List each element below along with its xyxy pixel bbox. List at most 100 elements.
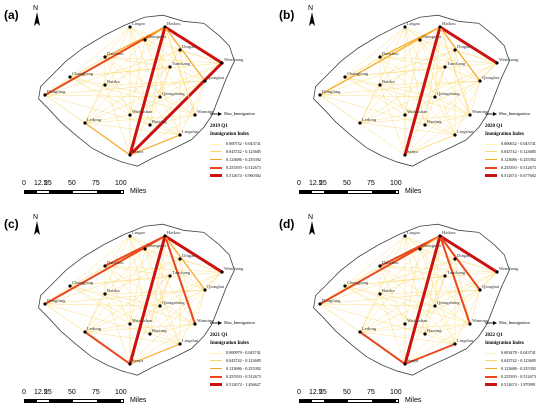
city-marker bbox=[68, 284, 72, 288]
city-label: Ledong bbox=[362, 117, 377, 122]
city-marker bbox=[443, 274, 447, 278]
city-label: Lingshui bbox=[457, 338, 474, 343]
svg-text:N: N bbox=[33, 5, 38, 12]
legend-item: 0.255393 - 0.512673 bbox=[210, 373, 282, 381]
city-label: Ledong bbox=[87, 326, 102, 331]
flow-line-minor bbox=[84, 323, 131, 333]
north-arrow-icon: N bbox=[305, 2, 319, 30]
flow-line-minor bbox=[444, 66, 481, 82]
flow-line-major bbox=[129, 134, 181, 156]
flow-line-minor bbox=[194, 289, 206, 325]
legend-item: 0.123686 - 0.255392 bbox=[210, 156, 282, 164]
flow-line-minor bbox=[69, 26, 131, 78]
flow-line-minor bbox=[404, 305, 436, 325]
flow-line-minor bbox=[424, 271, 498, 335]
flow-line-minor bbox=[84, 114, 131, 124]
city-label: Qiongzhong bbox=[162, 91, 185, 96]
city-marker bbox=[103, 292, 107, 296]
city-label: Danzhou bbox=[107, 260, 124, 265]
city-marker bbox=[495, 61, 499, 65]
flow-line-minor bbox=[379, 80, 481, 86]
flow-line-minor bbox=[149, 114, 196, 126]
flow-line-major bbox=[164, 26, 196, 116]
flow-line-minor bbox=[469, 80, 481, 116]
flow-line-minor bbox=[379, 289, 481, 295]
city-label: Qiongzhong bbox=[437, 300, 460, 305]
legend-item: 0.123686 - 0.255392 bbox=[210, 365, 282, 373]
legend-range: 0.043742 - 0.123685 bbox=[226, 148, 261, 154]
flow-line-minor bbox=[344, 76, 471, 116]
city-label: Wuzhishan bbox=[132, 318, 153, 323]
flow-line-major bbox=[439, 26, 481, 82]
city-marker bbox=[443, 65, 447, 69]
city-label: Dingan bbox=[182, 44, 196, 49]
legend-range: 0.255393 - 0.512673 bbox=[501, 164, 536, 170]
flow-map: Haikou Dingan Wenchang Qionghai Tunchang Chen… bbox=[313, 223, 519, 376]
flow-line-minor bbox=[344, 235, 406, 287]
city-marker bbox=[343, 75, 347, 79]
city-marker bbox=[378, 83, 382, 87]
legend-item: 0.043742 - 0.123685 bbox=[485, 357, 550, 365]
flow-line-minor bbox=[424, 124, 456, 136]
flow-line-minor bbox=[84, 235, 166, 333]
legend-item: 0.043742 - 0.123685 bbox=[210, 148, 282, 156]
flow-line-major bbox=[403, 26, 442, 156]
flow-line-minor bbox=[104, 56, 131, 116]
flow-line-minor bbox=[169, 49, 181, 68]
legend-item: 0.000732 - 0.043741 bbox=[210, 140, 282, 148]
flow-line-major bbox=[84, 122, 131, 156]
arrow-icon bbox=[485, 321, 497, 325]
flow-line-minor bbox=[434, 62, 498, 98]
flow-line-minor bbox=[379, 49, 456, 86]
city-label: Wuzhishan bbox=[132, 109, 153, 114]
flow-line-minor bbox=[359, 235, 441, 333]
legend-range: 0.123686 - 0.255392 bbox=[226, 156, 261, 162]
city-marker bbox=[128, 25, 132, 29]
scale-bar: 0 12.5 25 50 75 100 Miles bbox=[297, 389, 447, 413]
legend-item: 0.255393 - 0.512673 bbox=[485, 373, 550, 381]
city-marker bbox=[403, 25, 407, 29]
scale-bar: 0 12.5 25 50 75 100 Miles bbox=[22, 180, 172, 204]
legend-item: 0.512674 - 0.960302 bbox=[210, 172, 282, 180]
city-label: Lingshui bbox=[182, 338, 199, 343]
flow-line-minor bbox=[424, 62, 498, 126]
flow-line-minor bbox=[104, 84, 161, 98]
flow-line-major bbox=[129, 343, 181, 365]
flow-line-minor bbox=[159, 305, 196, 325]
flow-line-minor bbox=[434, 26, 441, 98]
flow-line-minor bbox=[419, 39, 456, 136]
city-label: Tunchang bbox=[172, 270, 191, 275]
flow-line-minor bbox=[149, 124, 181, 136]
legend: Max_Immigration 2021 Q1 Immigration Index 0… bbox=[210, 319, 282, 389]
flow-line-minor bbox=[104, 258, 181, 295]
flow-line-minor bbox=[424, 235, 441, 335]
flow-line-minor bbox=[379, 26, 406, 58]
city-label: Changjiang bbox=[347, 280, 369, 285]
flow-line-major bbox=[104, 26, 166, 58]
scale-tick: 0 bbox=[22, 389, 26, 396]
city-label: Danzhou bbox=[382, 51, 399, 56]
legend-range: 0.123686 - 0.255392 bbox=[501, 156, 536, 162]
flow-line-minor bbox=[319, 94, 426, 126]
flow-line-minor bbox=[434, 235, 441, 307]
flow-line-minor bbox=[69, 235, 131, 287]
city-marker bbox=[378, 292, 382, 296]
flow-line-minor bbox=[84, 122, 181, 136]
city-marker bbox=[143, 247, 147, 251]
flow-line-minor bbox=[44, 303, 161, 307]
island-outline bbox=[313, 223, 510, 376]
city-marker bbox=[453, 48, 457, 52]
city-marker bbox=[403, 322, 407, 326]
city-label: Baisha bbox=[107, 79, 120, 84]
flow-line-minor bbox=[84, 66, 171, 124]
flow-line-major bbox=[439, 26, 471, 116]
legend-year: 2020 Q1 bbox=[485, 124, 503, 129]
flow-line-minor bbox=[44, 303, 151, 335]
flow-line-minor bbox=[129, 271, 223, 365]
city-marker bbox=[220, 61, 224, 65]
legend: Max_Immigration 2020 Q1 Immigration Index 0… bbox=[485, 110, 550, 180]
scale-tick: 50 bbox=[68, 389, 76, 396]
flow-line-minor bbox=[129, 39, 146, 116]
flow-line-minor bbox=[104, 49, 181, 86]
flow-line-minor bbox=[104, 84, 131, 156]
